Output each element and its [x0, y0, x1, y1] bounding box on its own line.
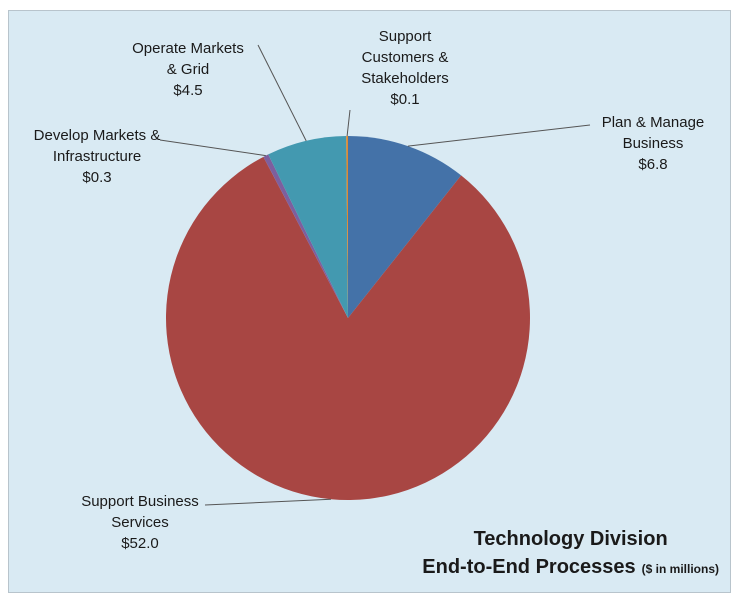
label-support-customers-stakeholders: Support Customers & Stakeholders $0.1 — [361, 28, 449, 108]
pie-slice-support-business-services — [165, 156, 530, 501]
leader-line-develop-markets-infrastructure — [159, 139, 266, 157]
label-plan-manage-business: Plan & Manage Business $6.8 — [601, 114, 705, 173]
leader-line-support-business-services — [204, 498, 331, 506]
leader-line-support-customers-stakeholders — [346, 109, 351, 137]
pie-slice-support-customers-stakeholders — [346, 136, 348, 318]
leader-line-plan-manage-business — [407, 124, 591, 147]
chart-title-line2: End-to-End Processes — [422, 556, 636, 578]
label-develop-markets-infrastructure: Develop Markets & Infrastructure $0.3 — [33, 127, 161, 186]
pie-slice-operate-markets-grid — [268, 136, 348, 318]
pie-slice-develop-markets-infrastructure — [263, 154, 348, 318]
chart-title-line1: Technology Division — [473, 528, 668, 550]
leader-line-operate-markets-grid — [257, 44, 307, 142]
label-support-business-services: Support Business Services $52.0 — [81, 493, 199, 552]
pie-slice-plan-manage-business — [348, 136, 462, 318]
label-operate-markets-grid: Operate Markets & Grid $4.5 — [132, 40, 244, 99]
chart-title: Technology Division End-to-End Processes… — [422, 525, 719, 581]
chart-units: ($ in millions) — [641, 562, 719, 576]
